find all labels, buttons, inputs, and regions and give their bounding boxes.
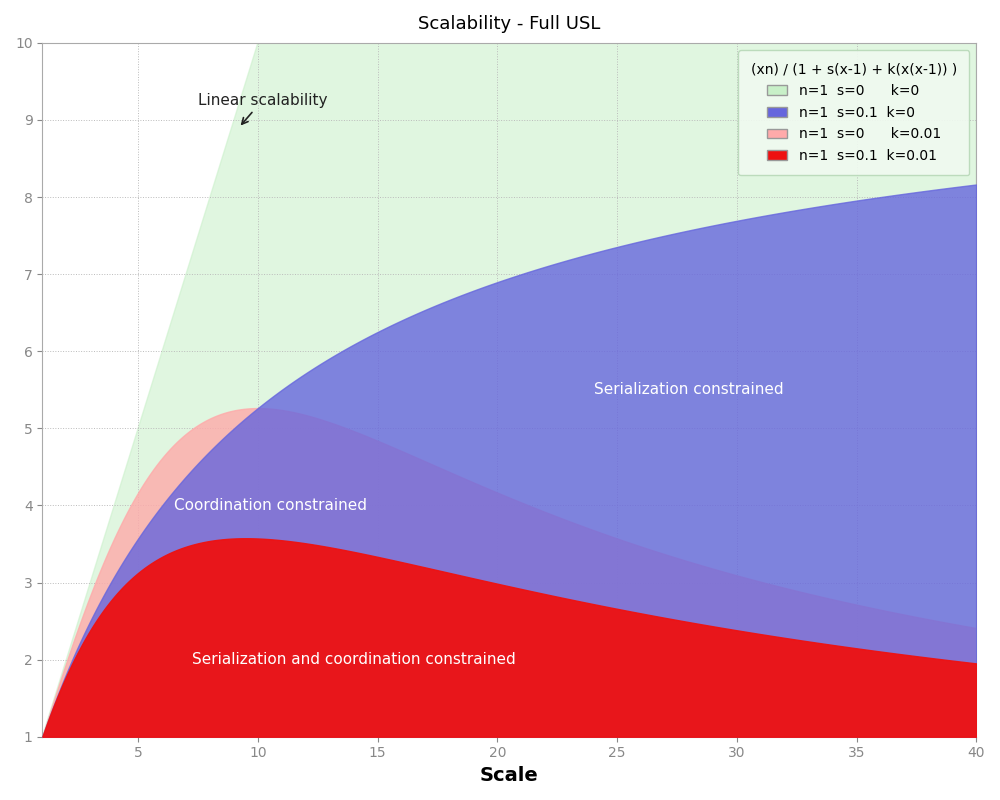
Legend: n=1  s=0      k=0, n=1  s=0.1  k=0, n=1  s=0      k=0.01, n=1  s=0.1  k=0.01: n=1 s=0 k=0, n=1 s=0.1 k=0, n=1 s=0 k=0.… bbox=[738, 50, 969, 175]
Title: Scalability - Full USL: Scalability - Full USL bbox=[418, 15, 600, 33]
Text: Linear scalability: Linear scalability bbox=[198, 93, 327, 124]
X-axis label: Scale: Scale bbox=[480, 766, 539, 785]
Text: Serialization and coordination constrained: Serialization and coordination constrain… bbox=[192, 652, 516, 667]
Text: Serialization constrained: Serialization constrained bbox=[594, 382, 784, 398]
Text: Coordination constrained: Coordination constrained bbox=[174, 498, 367, 513]
